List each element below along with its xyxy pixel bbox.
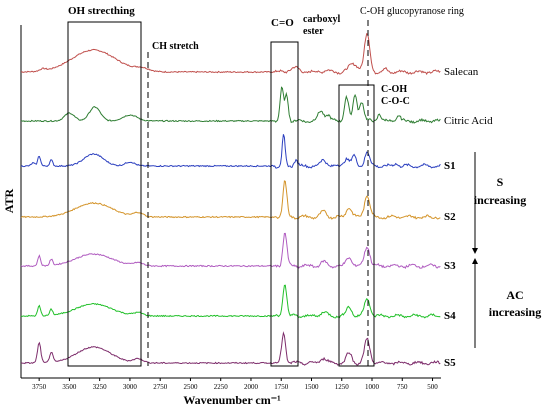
x-tick-label: 3000	[123, 383, 138, 391]
x-tick-label: 3750	[32, 383, 47, 391]
x-tick-label: 2500	[183, 383, 198, 391]
coc-label: C-O-C	[381, 96, 410, 107]
spectrum-line-s1	[20, 134, 441, 169]
coh-coc-box	[338, 84, 375, 367]
x-axis-title: Wavenumber cm⁻¹	[183, 393, 281, 407]
x-axis-ticks: 3750 3500 3250 3000 2750 2500 2250 2000 1750 1500…	[32, 378, 438, 391]
oh-stretching-label: OH strecthing	[68, 5, 135, 17]
spectrum-line-s4	[20, 284, 441, 319]
s-increasing-s: S	[497, 175, 504, 189]
x-tick-label: 2000	[244, 383, 259, 391]
x-tick-label: 3500	[62, 383, 77, 391]
series-label-s3: S3	[444, 260, 456, 272]
x-tick-label: 750	[397, 383, 408, 391]
spectrum-line-s3	[20, 232, 441, 270]
ac-increasing-arrowhead	[472, 258, 478, 264]
spectrum-line-s5	[20, 331, 441, 366]
series-label-salecan: Salecan	[444, 66, 479, 78]
series-label-citric-acid: Citric Acid	[444, 115, 493, 127]
spectrum-line-salecan	[20, 33, 441, 76]
x-tick-label: 2250	[214, 383, 229, 391]
ac-increasing-word: increasing	[489, 305, 541, 319]
ac-increasing-ac: AC	[506, 288, 523, 302]
s-increasing-arrowhead	[472, 248, 478, 254]
series-label-s1: S1	[444, 160, 456, 172]
x-tick-label: 3250	[93, 383, 108, 391]
co-label: C=O	[271, 17, 294, 29]
coh-ring-label: C-OH glucopyranose ring	[360, 6, 464, 17]
x-tick-label: 1750	[274, 383, 289, 391]
coh-label: C-OH	[381, 84, 407, 95]
ch-stretch-label: CH stretch	[152, 41, 199, 52]
x-tick-label: 1250	[335, 383, 350, 391]
x-tick-label: 500	[427, 383, 438, 391]
y-axis-title: ATR	[2, 188, 16, 213]
s-increasing-word: increasing	[474, 193, 526, 207]
series-label-s5: S5	[444, 357, 456, 369]
ester-label: ester	[303, 26, 324, 37]
carbonyl-box	[270, 41, 299, 367]
spectra	[20, 33, 441, 366]
spectrum-line-s2	[20, 180, 441, 220]
x-tick-label: 1000	[365, 383, 380, 391]
oh-stretching-box	[67, 21, 142, 367]
carboxyl-label: carboxyl	[303, 14, 340, 25]
x-tick-label: 2750	[153, 383, 168, 391]
series-labels: Salecan Citric Acid S1 S2 S3 S4 S5	[444, 66, 493, 369]
series-label-s2: S2	[444, 211, 456, 223]
spectrum-line-citric-acid	[21, 86, 441, 124]
series-label-s4: S4	[444, 310, 456, 322]
x-tick-label: 1500	[304, 383, 319, 391]
